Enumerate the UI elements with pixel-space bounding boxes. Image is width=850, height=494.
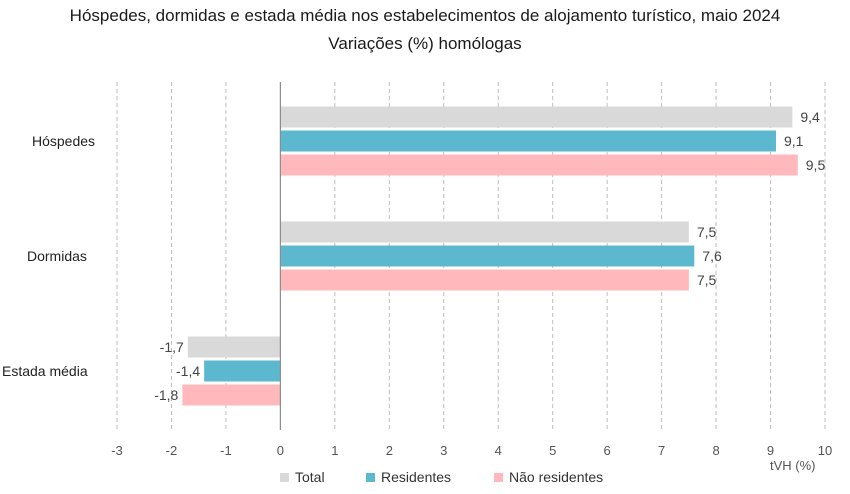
data-label: -1,4 — [176, 363, 200, 379]
bar-2-2 — [182, 384, 281, 406]
x-tick-label: -2 — [166, 443, 178, 458]
bar-0-1 — [280, 221, 689, 243]
x-tick-label: 5 — [549, 443, 556, 458]
bar-1-2 — [204, 360, 281, 382]
bar-2-1 — [280, 269, 689, 291]
x-tick-label: 2 — [386, 443, 393, 458]
legend-label-total: Total — [295, 469, 325, 485]
bar-1-0 — [280, 130, 776, 152]
data-label: 9,1 — [784, 133, 804, 149]
category-label: Hóspedes — [32, 133, 95, 149]
chart-title: Hóspedes, dormidas e estada média nos es… — [69, 6, 781, 25]
x-tick-label: 8 — [712, 443, 719, 458]
data-label: -1,7 — [160, 339, 184, 355]
data-label: 9,5 — [806, 157, 826, 173]
legend-swatch-total — [280, 472, 289, 482]
data-label: 9,4 — [800, 109, 820, 125]
x-tick-label: 4 — [495, 443, 502, 458]
data-label: -1,8 — [154, 387, 178, 403]
category-label: Estada média — [2, 363, 88, 379]
legend: Total Residentes Não residentes — [0, 469, 850, 489]
data-label: 7,6 — [702, 248, 722, 264]
x-tick-label: 3 — [440, 443, 447, 458]
x-tick-label: -3 — [111, 443, 123, 458]
x-tick-label: 7 — [658, 443, 665, 458]
bar-1-1 — [280, 245, 695, 267]
x-tick-label: 1 — [331, 443, 338, 458]
x-tick-label: -1 — [220, 443, 232, 458]
chart-subtitle: Variações (%) homólogas — [328, 34, 522, 53]
bar-0-2 — [187, 336, 281, 358]
x-tick-label: 10 — [818, 443, 832, 458]
data-label: 7,5 — [697, 224, 717, 240]
legend-item-total: Total — [280, 469, 325, 485]
legend-label-nao-residentes: Não residentes — [509, 469, 604, 485]
legend-label-residentes: Residentes — [381, 469, 452, 485]
legend-item-nao-residentes: Não residentes — [494, 469, 603, 485]
legend-swatch-nao-residentes — [494, 472, 503, 482]
x-tick-label: 9 — [767, 443, 774, 458]
legend-swatch-residentes — [366, 472, 375, 482]
bar-2-0 — [280, 154, 798, 176]
category-label: Dormidas — [27, 248, 87, 264]
x-tick-label: 0 — [277, 443, 284, 458]
x-axis-unit-label: tVH (%) — [770, 458, 816, 473]
x-tick-label: 6 — [604, 443, 611, 458]
bar-0-0 — [280, 106, 793, 128]
data-label: 7,5 — [697, 272, 717, 288]
legend-item-residentes: Residentes — [366, 469, 451, 485]
